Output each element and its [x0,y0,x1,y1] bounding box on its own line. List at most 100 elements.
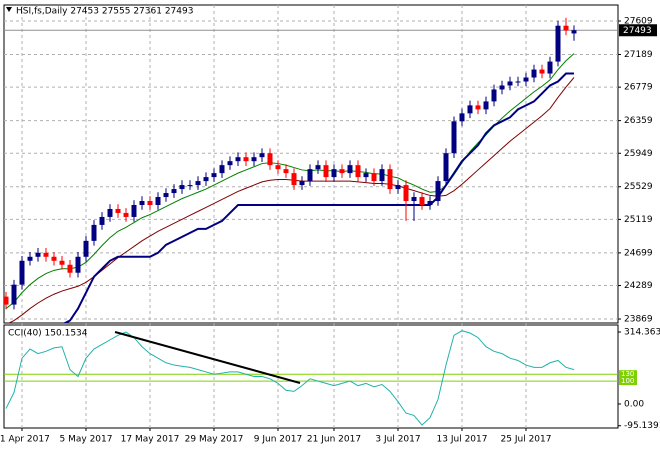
candle-body [507,81,513,86]
candle-body [195,181,201,186]
candle-body [339,169,345,174]
candle-body [219,165,225,174]
candle-body [523,77,529,82]
y-tick-label: 24289 [624,281,653,291]
y-tick-label: 25949 [624,149,653,159]
candle-body [395,185,401,190]
candle-body [443,153,449,182]
candle-body [323,165,329,178]
menu-triangle [6,7,12,12]
level-label: 100 [621,377,634,385]
candle-body [51,256,57,261]
level-label: 130 [621,370,634,378]
main-panel [3,4,619,324]
candle-body [451,121,457,154]
candle-body [459,113,465,122]
candle-body [163,193,169,198]
x-tick-label: 3 Jul 2017 [375,435,420,445]
y-tick-label: 27609 [624,17,653,27]
candle-body [571,30,577,34]
candle-body [355,165,361,178]
candle-body [259,153,265,158]
candle-body [555,25,561,62]
candle-body [531,69,537,78]
candle-body [131,204,137,217]
candle-body [155,197,161,205]
moving-average [62,72,574,323]
y-tick-label: 25529 [624,182,653,192]
candle-body [499,85,505,90]
candle-body [379,169,385,182]
candle-body [491,89,497,102]
candle-body [59,260,65,265]
candle-body [227,161,233,166]
x-tick-label: 5 May 2017 [60,435,113,445]
candle-body [123,212,129,217]
chart-title: HSI,fs,Daily 27453 27555 27361 27493 [16,7,193,17]
y-tick-label: 0.00 [624,399,644,409]
candle-body [171,189,177,194]
x-tick-label: 21 Jun 2017 [307,435,361,445]
trend-line [114,331,301,384]
candle-body [139,201,145,205]
y-tick-label: 314.3633 [624,328,660,338]
candle-body [107,208,113,217]
x-tick-label: 29 May 2017 [185,435,244,445]
candle-body [315,165,321,170]
candle-body [475,105,481,110]
x-tick-label: 17 May 2017 [121,435,180,445]
candle-body [179,185,185,190]
candle-body [19,260,25,285]
candle-body [35,252,41,257]
y-tick-label: 27189 [624,50,653,60]
x-tick-label: 13 Jul 2017 [437,435,488,445]
x-tick-label: 25 Jul 2017 [501,435,552,445]
candle-body [547,61,553,74]
candle-body [363,173,369,178]
candle-body [331,169,337,178]
cci-title: CCI(40) 150.1534 [8,329,88,339]
candle-body [347,165,353,174]
level-label-box [619,370,637,379]
candle-body [91,224,97,241]
candle-body [427,201,433,205]
candle-body [211,173,217,178]
candle-body [291,173,297,186]
candle-body [67,264,73,273]
candle-body [187,185,193,187]
y-tick-label: 23869 [624,315,653,325]
candle-body [387,169,393,190]
candle-body [515,81,521,83]
cci-line [5,330,575,426]
candle-body [299,181,305,186]
candle-body [99,216,105,225]
candle-body [539,69,545,74]
candle-body [307,169,313,182]
candle-body [283,169,289,174]
candle-body [147,201,153,205]
candle-body [419,197,425,205]
candle-body [467,105,473,114]
candle-body [115,208,121,213]
cci-panel [3,324,619,429]
candle-body [403,185,409,202]
current-price-box [619,24,657,37]
candle-body [371,173,377,182]
y-tick-label: -95.1391 [624,421,660,431]
candle-body [563,25,569,31]
candle-body [411,197,417,202]
candle-body [267,153,273,166]
candle-body [483,101,489,110]
candle-body [83,240,89,257]
candle-body [243,157,249,162]
candle-body [203,177,209,182]
candle-body [11,284,17,305]
y-tick-label: 24699 [624,248,653,258]
level-label-box [619,377,637,386]
x-tick-label: 21 Apr 2017 [0,435,50,445]
candle-body [4,296,9,305]
candle-body [435,181,441,202]
